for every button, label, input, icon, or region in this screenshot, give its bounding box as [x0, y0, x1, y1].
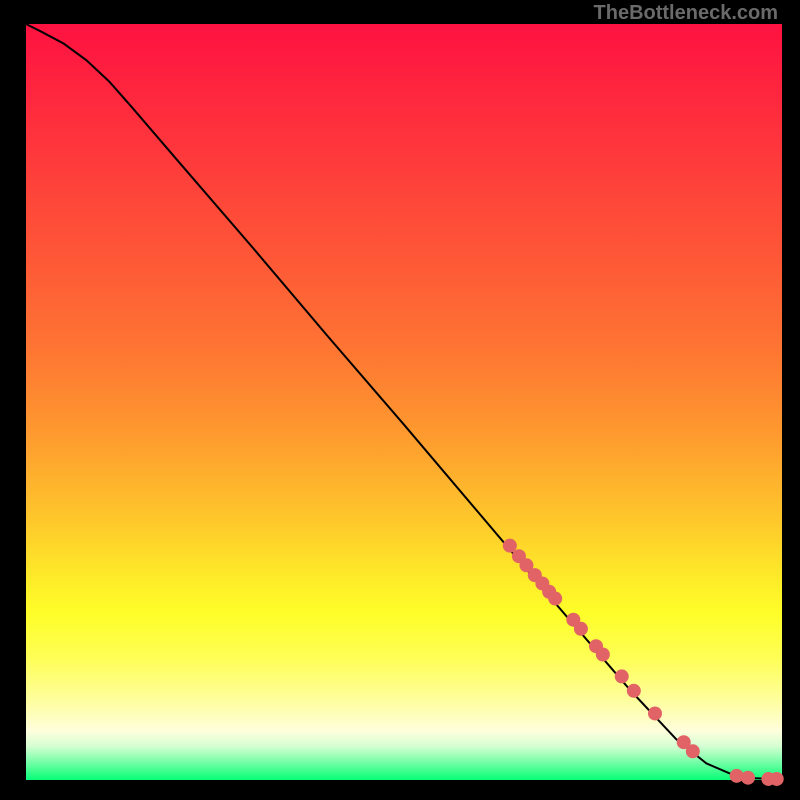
- data-marker: [503, 539, 517, 553]
- bottleneck-chart: [0, 0, 800, 800]
- data-marker: [596, 648, 610, 662]
- data-marker: [770, 772, 784, 786]
- data-marker: [627, 684, 641, 698]
- data-marker: [648, 706, 662, 720]
- chart-background: [26, 24, 782, 780]
- data-marker: [548, 592, 562, 606]
- data-marker: [686, 744, 700, 758]
- data-marker: [574, 622, 588, 636]
- data-marker: [615, 669, 629, 683]
- data-marker: [741, 771, 755, 785]
